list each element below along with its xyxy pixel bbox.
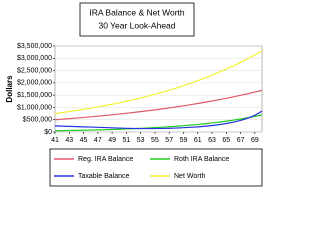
x-tick-label: 61: [194, 137, 202, 144]
y-tick-label: $0: [44, 129, 52, 136]
series-line: [54, 114, 263, 132]
x-tick-label: 57: [165, 137, 173, 144]
x-tick-label: 59: [180, 137, 188, 144]
x-tick-label: 51: [122, 137, 130, 144]
y-tick-label: $1,500,000: [17, 92, 52, 99]
y-tick-label: $1,000,000: [17, 104, 52, 111]
plot-area: [54, 45, 263, 133]
legend-label: Reg. IRA Balance: [78, 156, 133, 163]
x-tick-label: 45: [80, 137, 88, 144]
y-tick-label: $500,000: [23, 117, 52, 124]
y-tick-label: $2,000,000: [17, 80, 52, 87]
page: {"chart_data": {"type": "line", "title":…: [5, 2, 263, 187]
x-tick-label: 63: [208, 137, 216, 144]
legend-label: Taxable Balance: [78, 173, 129, 180]
x-tick-label: 55: [151, 137, 159, 144]
y-tick-label: $3,000,000: [17, 55, 52, 62]
legend-label: Net Worth: [174, 173, 205, 180]
x-tick-label: 67: [237, 137, 245, 144]
y-tick-label: $2,500,000: [17, 67, 52, 74]
y-axis-label: Dollars: [5, 75, 14, 103]
x-tick-label: 47: [94, 137, 102, 144]
x-tick-label: 41: [51, 137, 59, 144]
series-line: [54, 50, 263, 115]
x-tick-label: 65: [222, 137, 230, 144]
chart: IRA Balance & Net Worth 30 Year Look-Ahe…: [5, 2, 263, 187]
legend-label: Roth IRA Balance: [174, 156, 229, 163]
chart-title: IRA Balance & Net Worth: [89, 7, 185, 17]
x-tick-label: 69: [251, 137, 259, 144]
series-line: [54, 89, 263, 121]
x-tick-label: 53: [137, 137, 145, 144]
y-tick-label: $3,500,000: [17, 43, 52, 50]
x-tick-label: 43: [65, 137, 73, 144]
title-box: [79, 2, 195, 37]
legend-box: [49, 148, 263, 187]
chart-subtitle: 30 Year Look-Ahead: [98, 20, 175, 30]
series-line: [54, 110, 263, 130]
x-tick-label: 49: [108, 137, 116, 144]
